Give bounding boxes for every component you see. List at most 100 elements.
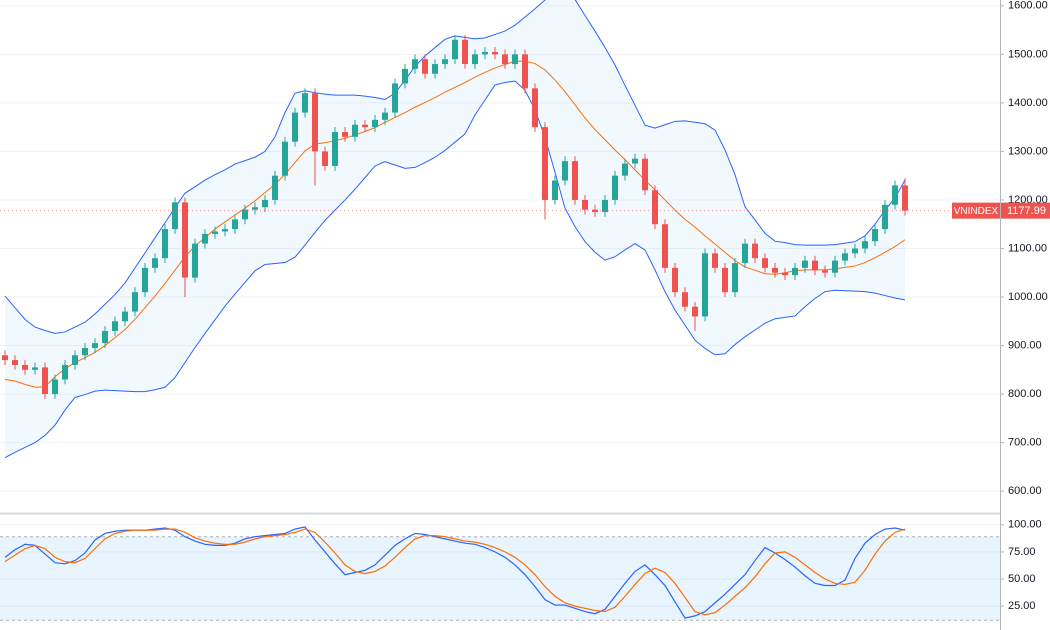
candle-body (892, 185, 898, 205)
candle-body (782, 272, 788, 276)
candle-body (362, 124, 368, 128)
candle-body (172, 202, 178, 230)
candle-body (872, 229, 878, 242)
candle-body (822, 270, 828, 273)
candle-body (152, 258, 158, 268)
candle-body (802, 260, 808, 268)
y-tick-label: 600.00 (1008, 485, 1042, 497)
candle-body (322, 151, 328, 166)
candle-body (312, 93, 318, 152)
candle-body (862, 241, 868, 249)
candle-body (752, 243, 758, 259)
candle-body (502, 54, 508, 65)
candle-body (842, 253, 848, 261)
candle-body (22, 364, 28, 370)
candle-body (712, 253, 718, 268)
candle-body (392, 83, 398, 113)
candle-body (522, 54, 528, 89)
candle-body (642, 158, 648, 191)
candle-body (762, 258, 768, 268)
candle-body (882, 204, 888, 230)
candle-body (472, 54, 478, 65)
candle-body (632, 158, 638, 164)
y-tick-label: 1500.00 (1008, 48, 1048, 60)
candle-body (142, 267, 148, 293)
candle-body (382, 112, 388, 120)
last-price-tag (1001, 202, 1050, 219)
candle-body (62, 364, 68, 380)
candle-body (202, 233, 208, 244)
candle-body (652, 190, 658, 225)
candle-body (612, 175, 618, 200)
candle-body (52, 379, 58, 395)
candle-body (622, 163, 628, 176)
y-tick-label: 100.00 (1008, 519, 1042, 531)
y-tick-label: 1600.00 (1008, 0, 1048, 12)
last-price-label: 1177.99 (1007, 205, 1046, 217)
candle-body (542, 127, 548, 200)
candle-body (92, 343, 98, 348)
candle-body (592, 209, 598, 213)
candle-body (532, 88, 538, 128)
candle-body (552, 180, 558, 200)
candle-body (732, 263, 738, 293)
candle-body (252, 207, 258, 210)
candle-body (422, 59, 428, 74)
candle-body (302, 93, 308, 113)
candle-body (112, 321, 118, 331)
candle-body (242, 209, 248, 220)
candle-body (332, 132, 338, 166)
candle-body (32, 367, 38, 370)
y-tick-label: 1100.00 (1008, 242, 1047, 254)
candle-body (452, 39, 458, 60)
oscillator-pane (0, 526, 1000, 621)
candle-body (232, 219, 238, 230)
candle-body (342, 132, 348, 137)
candle-body (72, 355, 78, 365)
candle-body (182, 202, 188, 278)
y-tick-label: 25.00 (1008, 600, 1036, 612)
bollinger-basis (4, 60, 906, 388)
y-tick-label: 800.00 (1008, 388, 1042, 400)
candle-body (682, 292, 688, 307)
y-tick-label: 700.00 (1008, 437, 1042, 449)
price-axis: 600.00700.00800.00900.001000.001100.0012… (1000, 0, 1048, 612)
oscillator-line (4, 526, 906, 619)
candle-body (722, 267, 728, 293)
candle-body (832, 260, 838, 273)
y-tick-label: 50.00 (1008, 573, 1036, 585)
oscillator-line (4, 528, 906, 616)
candle-body (102, 330, 108, 344)
candle-body (412, 59, 418, 69)
candle-body (672, 267, 678, 293)
candle-body (402, 68, 408, 84)
candle-body (212, 231, 218, 234)
price-pane (0, 0, 1000, 459)
candle-body (572, 161, 578, 200)
y-tick-label: 1000.00 (1008, 291, 1048, 303)
candle-body (2, 355, 8, 361)
candle-body (742, 243, 748, 264)
candle-body (792, 267, 798, 276)
bollinger-lower (4, 80, 906, 459)
candle-body (702, 253, 708, 317)
candle-body (272, 175, 278, 200)
y-tick-label: 1400.00 (1008, 97, 1048, 109)
candle-body (602, 199, 608, 213)
candle-body (852, 248, 858, 254)
candle-body (902, 185, 908, 211)
candle-body (442, 59, 448, 65)
candle-body (292, 112, 298, 142)
candle-body (772, 267, 778, 273)
candle-body (492, 51, 498, 55)
candle-body (692, 306, 698, 317)
candle-body (262, 199, 268, 208)
symbol-label: VNINDEX (954, 206, 999, 217)
oscillator-band (0, 536, 1000, 621)
candle-body (12, 360, 18, 365)
candle-body (282, 141, 288, 176)
candle-body (432, 64, 438, 74)
candle-body (562, 161, 568, 181)
